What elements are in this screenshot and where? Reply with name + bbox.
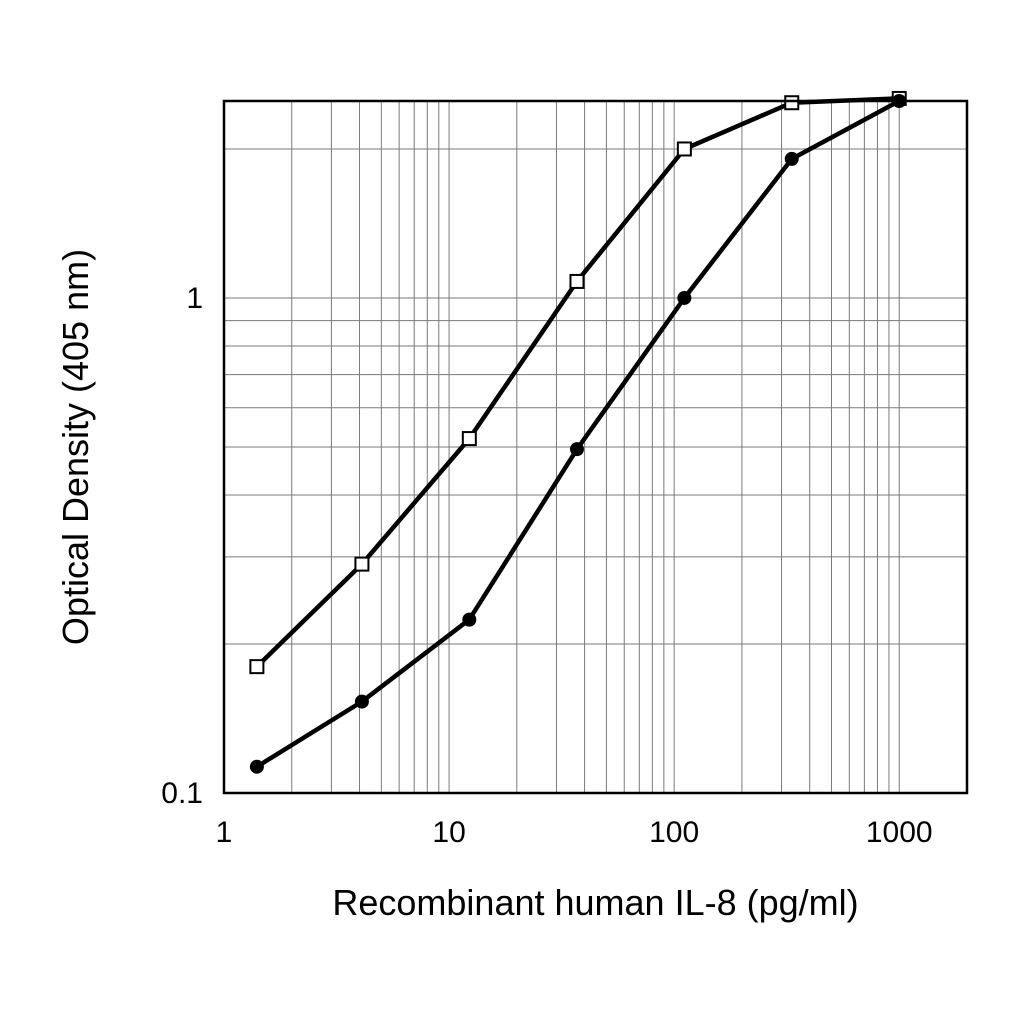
y-tick-label: 1 [186, 282, 203, 315]
y-axis-title: Optical Density (405 nm) [55, 249, 96, 645]
x-tick-labels: 1 10 100 1000 [216, 816, 933, 849]
data-point [784, 95, 800, 111]
x-tick-label: 10 [432, 816, 465, 849]
data-point [569, 273, 585, 289]
x-tick-label: 1 [216, 816, 233, 849]
grid [224, 101, 967, 793]
y-tick-label: 0.1 [161, 777, 203, 810]
series-layer [249, 90, 907, 774]
data-point [569, 442, 584, 457]
data-point [354, 694, 369, 709]
data-point [676, 141, 692, 157]
data-point [461, 431, 477, 447]
plot-frame [222, 99, 969, 795]
data-point [462, 612, 477, 627]
x-tick-label: 1000 [866, 816, 933, 849]
x-axis-title: Recombinant human IL-8 (pg/ml) [332, 882, 858, 923]
x-tick-label: 100 [649, 816, 699, 849]
data-point [249, 659, 265, 675]
data-point [354, 556, 370, 572]
y-tick-labels: 0.11 [161, 282, 203, 810]
data-point [249, 759, 264, 774]
data-point [677, 290, 692, 305]
data-point [784, 151, 799, 166]
